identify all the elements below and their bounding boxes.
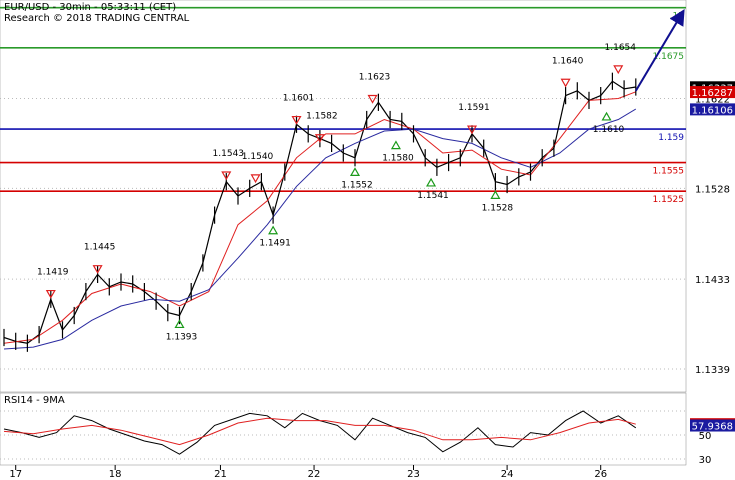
- x-tick-label: 26: [594, 469, 607, 480]
- swing-label: 1.1445: [84, 243, 116, 253]
- up-marker: [349, 167, 361, 177]
- value-tag-bg: [690, 103, 735, 116]
- series-ma-slow: [3, 108, 637, 350]
- value-tag-label: 1.16287: [692, 88, 733, 99]
- down-marker: [314, 134, 325, 143]
- value-tag-label: 57.9368: [692, 422, 733, 433]
- price-series: [3, 8, 685, 352]
- value-tag-bg: [690, 419, 735, 432]
- up-marker: [174, 319, 185, 329]
- level-label: 1.1675: [653, 52, 685, 62]
- down-marker: [560, 78, 571, 88]
- down-marker: [92, 265, 103, 274]
- down-marker: [367, 94, 378, 104]
- swing-label: 1.1623: [359, 73, 391, 83]
- rsi-panel: [3, 410, 637, 455]
- x-tick-label: 24: [501, 469, 514, 480]
- rsi-y-tick-label: 50: [699, 431, 712, 442]
- x-tick-label: 21: [214, 469, 227, 480]
- swing-label: 1.1419: [37, 268, 69, 278]
- copyright-header: Research © 2018 TRADING CENTRAL: [4, 13, 190, 24]
- value-tag-label: 1.16106: [692, 105, 733, 116]
- y-tick-label: 1.1339: [695, 365, 730, 376]
- level-label: 1.1555: [653, 167, 685, 177]
- swing-label: 1.1552: [341, 180, 373, 190]
- swing-label: 1.1543: [213, 149, 245, 159]
- grid-lines: 1.1339 1.1433 1.1528 1.1622 50 30: [0, 94, 730, 466]
- level-label: 1.159: [658, 133, 684, 143]
- rsi-plot-frame: [0, 392, 687, 466]
- main-plot-frame: [0, 0, 687, 393]
- swing-label: 1.1601: [283, 94, 315, 104]
- swing-label: 1.1528: [482, 203, 514, 213]
- x-tick-label: 22: [308, 469, 321, 480]
- up-marker: [268, 225, 279, 235]
- value-tag-bg: [690, 86, 735, 99]
- down-marker: [613, 65, 624, 75]
- y-tick-label: 1.1528: [695, 184, 730, 195]
- swing-label: 1.1610: [593, 125, 625, 135]
- rsi-y-tick-label: 30: [699, 455, 712, 466]
- x-tick-label: 18: [109, 469, 122, 480]
- y-tick-label: 1.1433: [695, 275, 730, 286]
- level-label: 1.1525: [653, 195, 685, 205]
- swing-label: 1.1491: [259, 239, 291, 249]
- swing-label: 1.1582: [306, 112, 338, 122]
- up-marker: [390, 140, 401, 150]
- symbol-header: EUR/USD - 30min - 05:33:11 (CET): [4, 2, 176, 13]
- down-marker: [221, 171, 232, 181]
- down-marker: [45, 289, 56, 299]
- down-marker: [291, 115, 302, 125]
- target-arrow: [634, 8, 685, 92]
- down-marker: [250, 174, 261, 184]
- down-marker: [466, 125, 478, 135]
- rsi-series-9ma: [3, 417, 636, 446]
- y-tick-label: 1.1622: [695, 94, 730, 105]
- x-tick-label: 23: [407, 469, 420, 480]
- swing-label: 1.1591: [458, 103, 490, 113]
- swing-label: 1.1541: [417, 191, 449, 201]
- swing-label: 1.1580: [382, 154, 414, 164]
- x-axis-ticks: 17 18 21 22 23 24 26: [9, 465, 607, 480]
- swing-label: 1.1640: [552, 56, 584, 66]
- up-marker: [490, 190, 501, 199]
- swing-label: 1.1393: [166, 332, 198, 342]
- rsi-title: RSI14 - 9MA: [4, 395, 65, 406]
- x-tick-label: 17: [9, 469, 22, 480]
- up-marker: [601, 111, 612, 121]
- swing-label: 1.1540: [242, 152, 274, 162]
- swing-label: 1.1654: [605, 43, 637, 53]
- up-marker: [426, 177, 437, 187]
